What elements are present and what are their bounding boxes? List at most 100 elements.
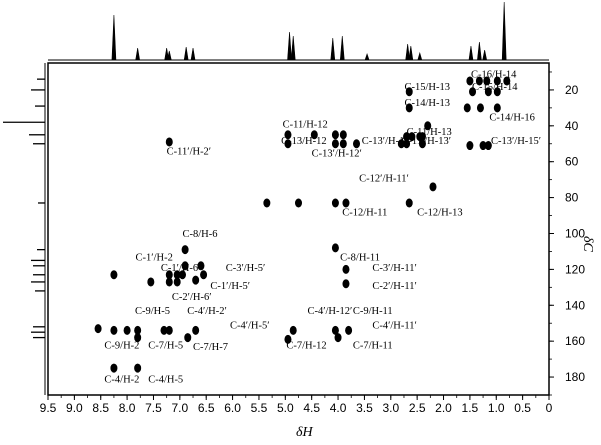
- correlation-labels: C-16/H-14 C-15/H-13 C-15/H-14 C-14/H-13 C-14…: [104, 69, 541, 385]
- proton-peak: [364, 53, 370, 61]
- cross-peak: [110, 270, 118, 280]
- cross-peak: [353, 139, 361, 149]
- x-tick-label: 8.5: [92, 401, 109, 415]
- cross-peak: [284, 130, 292, 140]
- cross-peak: [331, 198, 339, 208]
- correlation-label: C-15/H-13: [405, 82, 451, 93]
- x-tick-label: 6.0: [224, 401, 241, 415]
- x-tick-label: 7.5: [145, 401, 162, 415]
- proton-peak: [166, 50, 172, 61]
- x-tick-label: 2.5: [409, 401, 426, 415]
- correlation-label: C-3′/H-11′: [372, 263, 416, 274]
- cross-peak: [284, 139, 292, 149]
- proton-peak: [111, 14, 117, 61]
- proton-peak: [501, 1, 507, 61]
- correlation-label: C-13′/H-15′: [491, 136, 541, 147]
- cross-peak: [484, 141, 492, 151]
- cross-peak: [405, 103, 413, 113]
- proton-1d-spectrum: [48, 1, 549, 61]
- cross-peak: [339, 139, 347, 149]
- x-tick-label: 8.0: [119, 401, 136, 415]
- y-tick-label: 20: [565, 83, 579, 97]
- cross-peak: [284, 334, 292, 344]
- correlation-label: C-4/H-2: [104, 374, 139, 385]
- cross-peak: [405, 87, 413, 97]
- proton-peak: [405, 43, 411, 61]
- cross-peak: [192, 325, 200, 335]
- cross-peak: [476, 103, 484, 113]
- correlation-label: C-7/H-12: [286, 340, 326, 351]
- y-tick-label: 60: [565, 155, 579, 169]
- cross-peak: [94, 324, 102, 334]
- proton-peak: [330, 37, 336, 61]
- proton-peak: [183, 46, 189, 61]
- cross-peak: [310, 130, 318, 140]
- cross-peak: [469, 87, 477, 97]
- cross-peak: [178, 270, 186, 280]
- correlation-label: C-8/H-6: [182, 229, 217, 240]
- x-tick-label: 0: [546, 401, 553, 415]
- correlation-label: C-4′/H-2′: [187, 306, 227, 317]
- carbon-1d-spectrum: [3, 63, 46, 395]
- correlation-label: C-11′/H-13′: [401, 136, 451, 147]
- y-axis-title: δC: [580, 236, 595, 253]
- cross-peak: [345, 325, 353, 335]
- cross-peak: [147, 277, 155, 287]
- x-tick-label: 9.0: [66, 401, 83, 415]
- x-tick-label: 5.0: [277, 401, 294, 415]
- x-tick-label: 7.0: [171, 401, 188, 415]
- correlation-label: C-12/H-11: [342, 208, 387, 219]
- cross-peak: [331, 243, 339, 253]
- proton-peak: [417, 51, 423, 61]
- proton-peak: [408, 45, 414, 61]
- x-tick-label: 3.5: [356, 401, 373, 415]
- correlation-label: C-4′/H-12′: [307, 306, 352, 317]
- correlation-label: C-9/H-2: [104, 340, 139, 351]
- cross-peak: [403, 139, 411, 149]
- cross-peak: [493, 87, 501, 97]
- correlation-label: C-13/H-12: [281, 136, 327, 147]
- x-tick-label: 3.0: [382, 401, 399, 415]
- correlation-label: C-14/H-16: [489, 112, 534, 123]
- correlation-label: C-11/H-12: [283, 120, 328, 131]
- y-tick-label: 120: [565, 262, 585, 276]
- cross-peak: [334, 333, 342, 343]
- x-tick-label: 1.0: [488, 401, 505, 415]
- proton-peak: [468, 45, 474, 61]
- cross-peak: [466, 76, 474, 86]
- cross-peak: [173, 277, 181, 287]
- y-axis-ticks: 20 40 60 80 100 120 140 160 180: [549, 71, 585, 396]
- y-tick-label: 100: [565, 226, 585, 240]
- proton-peak: [477, 41, 482, 61]
- x-tick-label: 6.5: [198, 401, 215, 415]
- cross-peak: [192, 275, 200, 285]
- cross-peak: [475, 76, 483, 86]
- cross-peak: [110, 363, 118, 373]
- x-tick-label: 9.5: [40, 401, 57, 415]
- correlation-label: C-4′/H-5′: [230, 321, 270, 332]
- correlation-label: C-13′/H-11′: [362, 136, 412, 147]
- cross-peak: [134, 363, 142, 373]
- correlation-label: C-7/H-7: [193, 342, 228, 353]
- cross-peak: [165, 137, 173, 147]
- x-tick-label: 4.5: [303, 401, 320, 415]
- correlation-label: C-11/H-13: [407, 127, 452, 138]
- correlation-label: C-7/H-5: [148, 340, 183, 351]
- x-tick-label: 2.0: [435, 401, 452, 415]
- cross-peak: [200, 270, 208, 280]
- y-tick-label: 80: [565, 191, 579, 205]
- correlation-label: C-1′/H-2: [136, 252, 173, 263]
- correlation-points: [94, 76, 511, 373]
- proton-peak: [287, 31, 292, 61]
- cross-peak: [466, 141, 474, 151]
- correlation-label: C-9/H-11: [353, 306, 393, 317]
- cross-peak: [342, 198, 350, 208]
- x-tick-label: 4.0: [330, 401, 347, 415]
- y-tick-label: 160: [565, 334, 585, 348]
- cross-peak: [181, 245, 189, 255]
- cross-peak: [493, 76, 501, 86]
- cross-peak: [342, 264, 350, 274]
- correlation-label: C-4/H-5: [148, 374, 183, 385]
- x-axis-ticks: 9.5 9.0 8.5 8.0 7.5 7.0 6.5 6.0 5.5 5.0 4.5 4.0 3.5 3…: [40, 395, 553, 415]
- cross-peak: [483, 76, 491, 86]
